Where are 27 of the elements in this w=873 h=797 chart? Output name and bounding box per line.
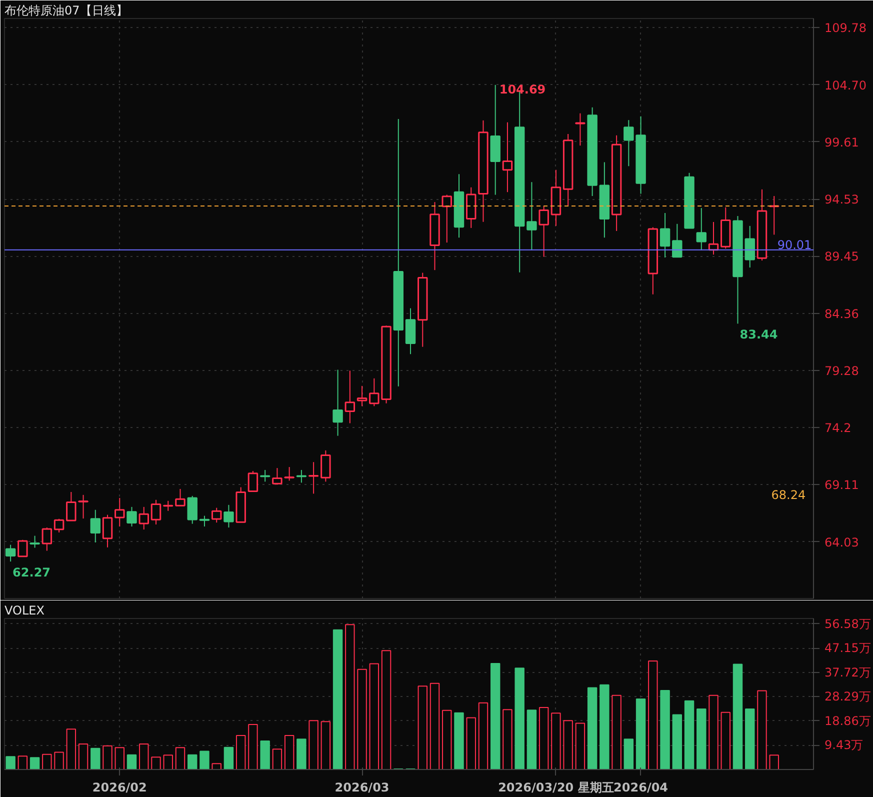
y-tick-label: 94.53 [824, 192, 859, 207]
y-tick-label: 56.58万 [824, 616, 871, 631]
y-tick-label: 104.70 [824, 78, 866, 92]
x-tick-label: 2026/03/20 星期五 [498, 780, 614, 794]
y-tick-label: 28.29万 [824, 690, 871, 704]
y-tick-label: 9.43万 [824, 738, 864, 752]
y-tick-label: 69.11 [824, 478, 859, 492]
annotation: 104.69 [499, 82, 546, 96]
chart-title: VOLEX [4, 604, 44, 618]
y-tick-label: 79.28 [824, 364, 859, 378]
chart-title: 布伦特原油07【日线】 [4, 4, 128, 18]
y-tick-label: 47.15万 [824, 641, 871, 656]
annotation: 68.24 [771, 488, 806, 502]
x-tick-label: 2026/03 [334, 780, 390, 794]
x-tick-label: 2026/02 [92, 780, 147, 794]
y-tick-label: 89.45 [824, 250, 859, 264]
ref-line-label: 90.01 [777, 238, 812, 252]
annotation: 83.44 [740, 328, 778, 342]
y-tick-label: 84.36 [824, 306, 859, 321]
annotation: 62.27 [12, 566, 51, 580]
y-tick-label: 74.2 [824, 420, 852, 435]
y-tick-label: 109.78 [824, 21, 866, 36]
y-tick-label: 18.86万 [824, 714, 871, 728]
x-tick-label: 2026/04 [614, 780, 668, 794]
y-tick-label: 99.61 [824, 135, 859, 150]
y-tick-label: 37.72万 [824, 665, 871, 680]
y-tick-label: 64.03 [824, 535, 859, 550]
